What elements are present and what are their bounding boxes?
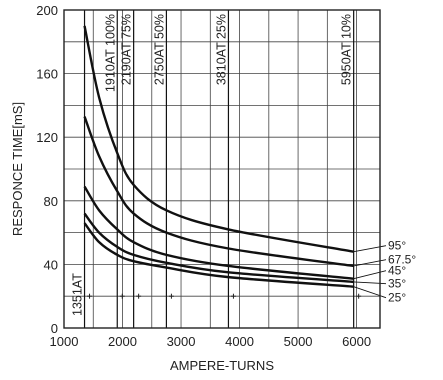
curves: 95°67.5°45°35°25° xyxy=(83,25,416,305)
series-leader-line xyxy=(353,281,387,285)
series-leader-line xyxy=(353,245,387,253)
series-label: 25° xyxy=(388,291,406,305)
series-curve xyxy=(83,116,354,268)
y-axis-label: RESPONCE TIME[mS] xyxy=(10,102,25,236)
y-tick-label: 40 xyxy=(44,257,58,272)
series-curve xyxy=(83,212,354,284)
x-tick-label: 3000 xyxy=(167,334,196,349)
series-leader-line xyxy=(353,270,387,280)
reference-line-label: 1910AT 100% xyxy=(103,14,117,92)
y-tick-label: 120 xyxy=(36,130,58,145)
series-label: 35° xyxy=(388,277,406,291)
reference-line-label: 2190AT 75% xyxy=(120,14,134,85)
series-curve xyxy=(83,222,354,288)
x-tick-label: 2000 xyxy=(108,334,137,349)
series-leader-line xyxy=(353,259,387,267)
series-curve xyxy=(83,25,354,253)
reference-line-label: 3810AT 25% xyxy=(214,14,228,85)
x-axis-label: AMPERE-TURNS xyxy=(170,358,274,373)
x-tick-label: 6000 xyxy=(342,334,371,349)
series-label: 95° xyxy=(388,239,406,253)
y-tick-label: 0 xyxy=(51,321,58,336)
reference-lines: 1351AT 1910AT 100% 2190AT 75% 2750AT 50% 381… xyxy=(71,10,362,328)
y-tick-label: 80 xyxy=(44,194,58,209)
x-tick-label: 1000 xyxy=(50,334,79,349)
reference-line-label: 5950AT 10% xyxy=(340,14,354,85)
y-tick-label: 200 xyxy=(36,3,58,18)
tick-labels: 1000 2000 3000 4000 5000 6000 0 40 80 120 160 200 xyxy=(36,3,371,349)
y-tick-label: 160 xyxy=(36,67,58,82)
x-tick-label: 4000 xyxy=(225,334,254,349)
series-label: 45° xyxy=(388,264,406,278)
x-tick-label: 5000 xyxy=(284,334,313,349)
reference-line-label: 1351AT xyxy=(71,273,85,316)
series-curve xyxy=(83,185,354,280)
reference-line-label: 2750AT 50% xyxy=(152,14,166,85)
series-label: 67.5° xyxy=(388,253,416,267)
plot-frame xyxy=(63,9,381,329)
